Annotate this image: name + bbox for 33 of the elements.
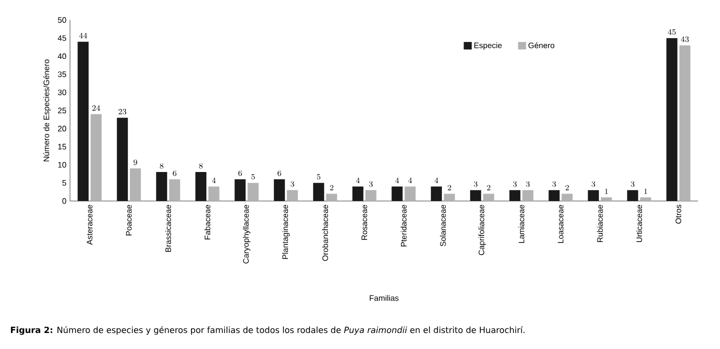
bar bbox=[522, 190, 534, 201]
bar bbox=[326, 194, 338, 201]
bar bbox=[274, 179, 285, 201]
bar bbox=[640, 197, 652, 201]
bar bbox=[116, 118, 128, 201]
bar bbox=[430, 186, 442, 201]
bar bbox=[130, 168, 141, 201]
text: Figura 2: Número de especies y géneros por familias de todos los rodales de Puya raimondii en el distrito de Huarochirí. bbox=[10, 326, 524, 335]
bar bbox=[169, 179, 180, 201]
bar bbox=[392, 186, 403, 201]
bar bbox=[208, 186, 220, 201]
bar bbox=[666, 38, 678, 201]
bar bbox=[679, 45, 690, 201]
bar bbox=[562, 194, 573, 201]
bar bbox=[313, 182, 324, 201]
bar bbox=[248, 182, 259, 201]
bar bbox=[588, 190, 599, 201]
bar bbox=[78, 42, 89, 201]
bar bbox=[234, 179, 246, 201]
bar bbox=[352, 186, 364, 201]
bar bbox=[548, 190, 560, 201]
bar bbox=[156, 172, 168, 201]
bar bbox=[470, 190, 482, 201]
bar bbox=[90, 114, 102, 201]
bar bbox=[627, 190, 638, 201]
bar bbox=[483, 194, 494, 201]
bar bbox=[286, 190, 298, 201]
bar bbox=[600, 197, 612, 201]
bar bbox=[509, 190, 520, 201]
bar bbox=[444, 194, 455, 201]
bar bbox=[404, 186, 416, 201]
bar bbox=[365, 190, 376, 201]
bar bbox=[195, 172, 206, 201]
